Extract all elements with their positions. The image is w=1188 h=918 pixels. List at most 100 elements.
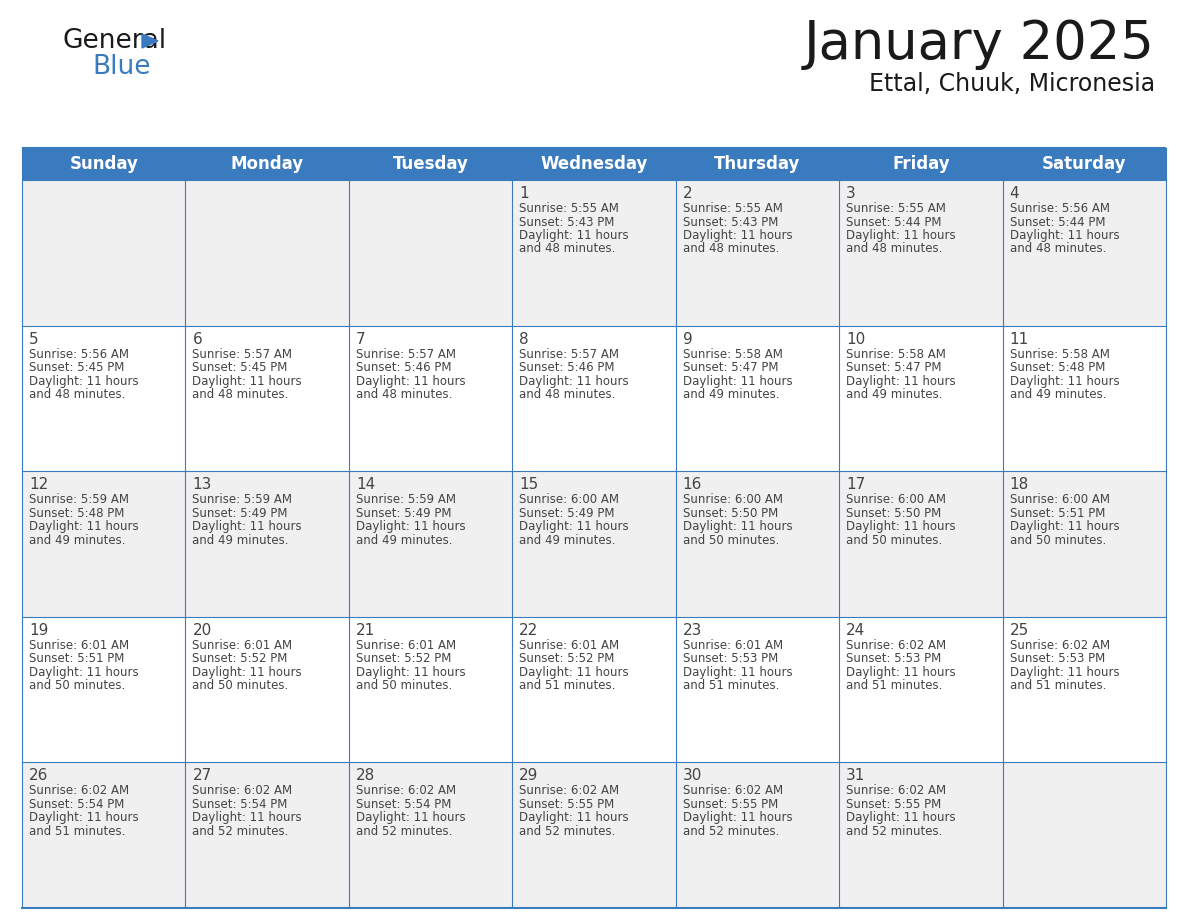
Text: Sunrise: 5:56 AM: Sunrise: 5:56 AM [1010,202,1110,215]
Text: Sunrise: 6:00 AM: Sunrise: 6:00 AM [846,493,946,506]
Text: 26: 26 [29,768,49,783]
Text: Sunrise: 6:00 AM: Sunrise: 6:00 AM [683,493,783,506]
Text: Sunrise: 5:55 AM: Sunrise: 5:55 AM [683,202,783,215]
Text: January 2025: January 2025 [804,18,1155,70]
Text: and 52 minutes.: and 52 minutes. [519,825,615,838]
Text: and 51 minutes.: and 51 minutes. [29,825,126,838]
Text: Sunset: 5:55 PM: Sunset: 5:55 PM [846,798,941,811]
Text: Sunrise: 6:01 AM: Sunrise: 6:01 AM [29,639,129,652]
Text: 11: 11 [1010,331,1029,347]
Text: Sunrise: 5:58 AM: Sunrise: 5:58 AM [683,348,783,361]
Text: Daylight: 11 hours: Daylight: 11 hours [29,521,139,533]
Text: Sunrise: 5:57 AM: Sunrise: 5:57 AM [356,348,456,361]
Text: Daylight: 11 hours: Daylight: 11 hours [29,812,139,824]
Text: and 50 minutes.: and 50 minutes. [846,533,942,547]
Text: Daylight: 11 hours: Daylight: 11 hours [29,375,139,387]
Text: Sunrise: 5:59 AM: Sunrise: 5:59 AM [356,493,456,506]
Text: Sunset: 5:53 PM: Sunset: 5:53 PM [683,653,778,666]
Text: Thursday: Thursday [714,155,801,173]
Polygon shape [143,34,158,48]
Text: Sunrise: 6:01 AM: Sunrise: 6:01 AM [683,639,783,652]
Text: Sunday: Sunday [69,155,138,173]
Text: Sunset: 5:49 PM: Sunset: 5:49 PM [519,507,614,520]
Text: Friday: Friday [892,155,949,173]
Text: 2: 2 [683,186,693,201]
Text: 7: 7 [356,331,366,347]
Text: 29: 29 [519,768,538,783]
Text: and 48 minutes.: and 48 minutes. [1010,242,1106,255]
Text: Sunrise: 5:55 AM: Sunrise: 5:55 AM [519,202,619,215]
Text: Daylight: 11 hours: Daylight: 11 hours [192,812,302,824]
Text: 8: 8 [519,331,529,347]
Text: Daylight: 11 hours: Daylight: 11 hours [356,521,466,533]
Text: General: General [62,28,166,54]
Text: Sunrise: 6:02 AM: Sunrise: 6:02 AM [683,784,783,798]
Text: Sunset: 5:50 PM: Sunset: 5:50 PM [846,507,941,520]
Bar [23,326,1165,471]
Text: Daylight: 11 hours: Daylight: 11 hours [519,521,628,533]
Text: Daylight: 11 hours: Daylight: 11 hours [192,521,302,533]
Text: and 50 minutes.: and 50 minutes. [192,679,289,692]
Text: Sunrise: 6:00 AM: Sunrise: 6:00 AM [519,493,619,506]
Text: and 48 minutes.: and 48 minutes. [683,242,779,255]
Text: Daylight: 11 hours: Daylight: 11 hours [846,229,956,242]
Text: Sunset: 5:51 PM: Sunset: 5:51 PM [1010,507,1105,520]
Text: Daylight: 11 hours: Daylight: 11 hours [683,666,792,678]
Text: 21: 21 [356,622,375,638]
Text: 9: 9 [683,331,693,347]
Text: Daylight: 11 hours: Daylight: 11 hours [846,375,956,387]
Text: 4: 4 [1010,186,1019,201]
Text: Sunset: 5:44 PM: Sunset: 5:44 PM [1010,216,1105,229]
Text: Sunset: 5:52 PM: Sunset: 5:52 PM [192,653,287,666]
Text: Sunrise: 5:55 AM: Sunrise: 5:55 AM [846,202,946,215]
Text: and 50 minutes.: and 50 minutes. [356,679,453,692]
Text: Sunset: 5:52 PM: Sunset: 5:52 PM [519,653,614,666]
Text: Blue: Blue [91,54,151,80]
Text: Daylight: 11 hours: Daylight: 11 hours [846,812,956,824]
Text: Daylight: 11 hours: Daylight: 11 hours [683,812,792,824]
Text: and 51 minutes.: and 51 minutes. [683,679,779,692]
Text: and 49 minutes.: and 49 minutes. [29,533,126,547]
Text: 17: 17 [846,477,865,492]
Text: 16: 16 [683,477,702,492]
Text: Daylight: 11 hours: Daylight: 11 hours [683,521,792,533]
Text: Daylight: 11 hours: Daylight: 11 hours [846,521,956,533]
Text: Sunset: 5:45 PM: Sunset: 5:45 PM [29,361,125,375]
Text: Sunset: 5:54 PM: Sunset: 5:54 PM [192,798,287,811]
Text: and 48 minutes.: and 48 minutes. [356,388,453,401]
Text: 5: 5 [29,331,39,347]
Text: Daylight: 11 hours: Daylight: 11 hours [519,229,628,242]
Text: and 49 minutes.: and 49 minutes. [192,533,289,547]
Text: 30: 30 [683,768,702,783]
Text: Sunset: 5:47 PM: Sunset: 5:47 PM [846,361,942,375]
Text: 19: 19 [29,622,49,638]
Text: Monday: Monday [230,155,304,173]
Text: Daylight: 11 hours: Daylight: 11 hours [683,229,792,242]
Text: Sunrise: 5:57 AM: Sunrise: 5:57 AM [192,348,292,361]
Text: 10: 10 [846,331,865,347]
Text: Sunrise: 6:02 AM: Sunrise: 6:02 AM [1010,639,1110,652]
Text: Sunrise: 6:01 AM: Sunrise: 6:01 AM [192,639,292,652]
Text: and 48 minutes.: and 48 minutes. [846,242,942,255]
Text: Sunset: 5:52 PM: Sunset: 5:52 PM [356,653,451,666]
Text: Sunrise: 6:02 AM: Sunrise: 6:02 AM [356,784,456,798]
Text: 18: 18 [1010,477,1029,492]
Text: Daylight: 11 hours: Daylight: 11 hours [356,812,466,824]
Text: and 50 minutes.: and 50 minutes. [683,533,779,547]
Text: Sunrise: 5:59 AM: Sunrise: 5:59 AM [192,493,292,506]
Text: and 49 minutes.: and 49 minutes. [356,533,453,547]
Text: Sunset: 5:54 PM: Sunset: 5:54 PM [356,798,451,811]
Text: Sunrise: 5:59 AM: Sunrise: 5:59 AM [29,493,129,506]
Text: Daylight: 11 hours: Daylight: 11 hours [519,812,628,824]
Text: Sunrise: 5:57 AM: Sunrise: 5:57 AM [519,348,619,361]
Text: Sunset: 5:49 PM: Sunset: 5:49 PM [356,507,451,520]
Text: Sunset: 5:44 PM: Sunset: 5:44 PM [846,216,942,229]
Text: Saturday: Saturday [1042,155,1126,173]
Text: 13: 13 [192,477,211,492]
Text: Sunrise: 5:58 AM: Sunrise: 5:58 AM [846,348,946,361]
Text: 23: 23 [683,622,702,638]
Text: Sunrise: 6:01 AM: Sunrise: 6:01 AM [519,639,619,652]
Text: and 52 minutes.: and 52 minutes. [683,825,779,838]
Bar [23,763,1165,908]
Text: Sunset: 5:48 PM: Sunset: 5:48 PM [1010,361,1105,375]
